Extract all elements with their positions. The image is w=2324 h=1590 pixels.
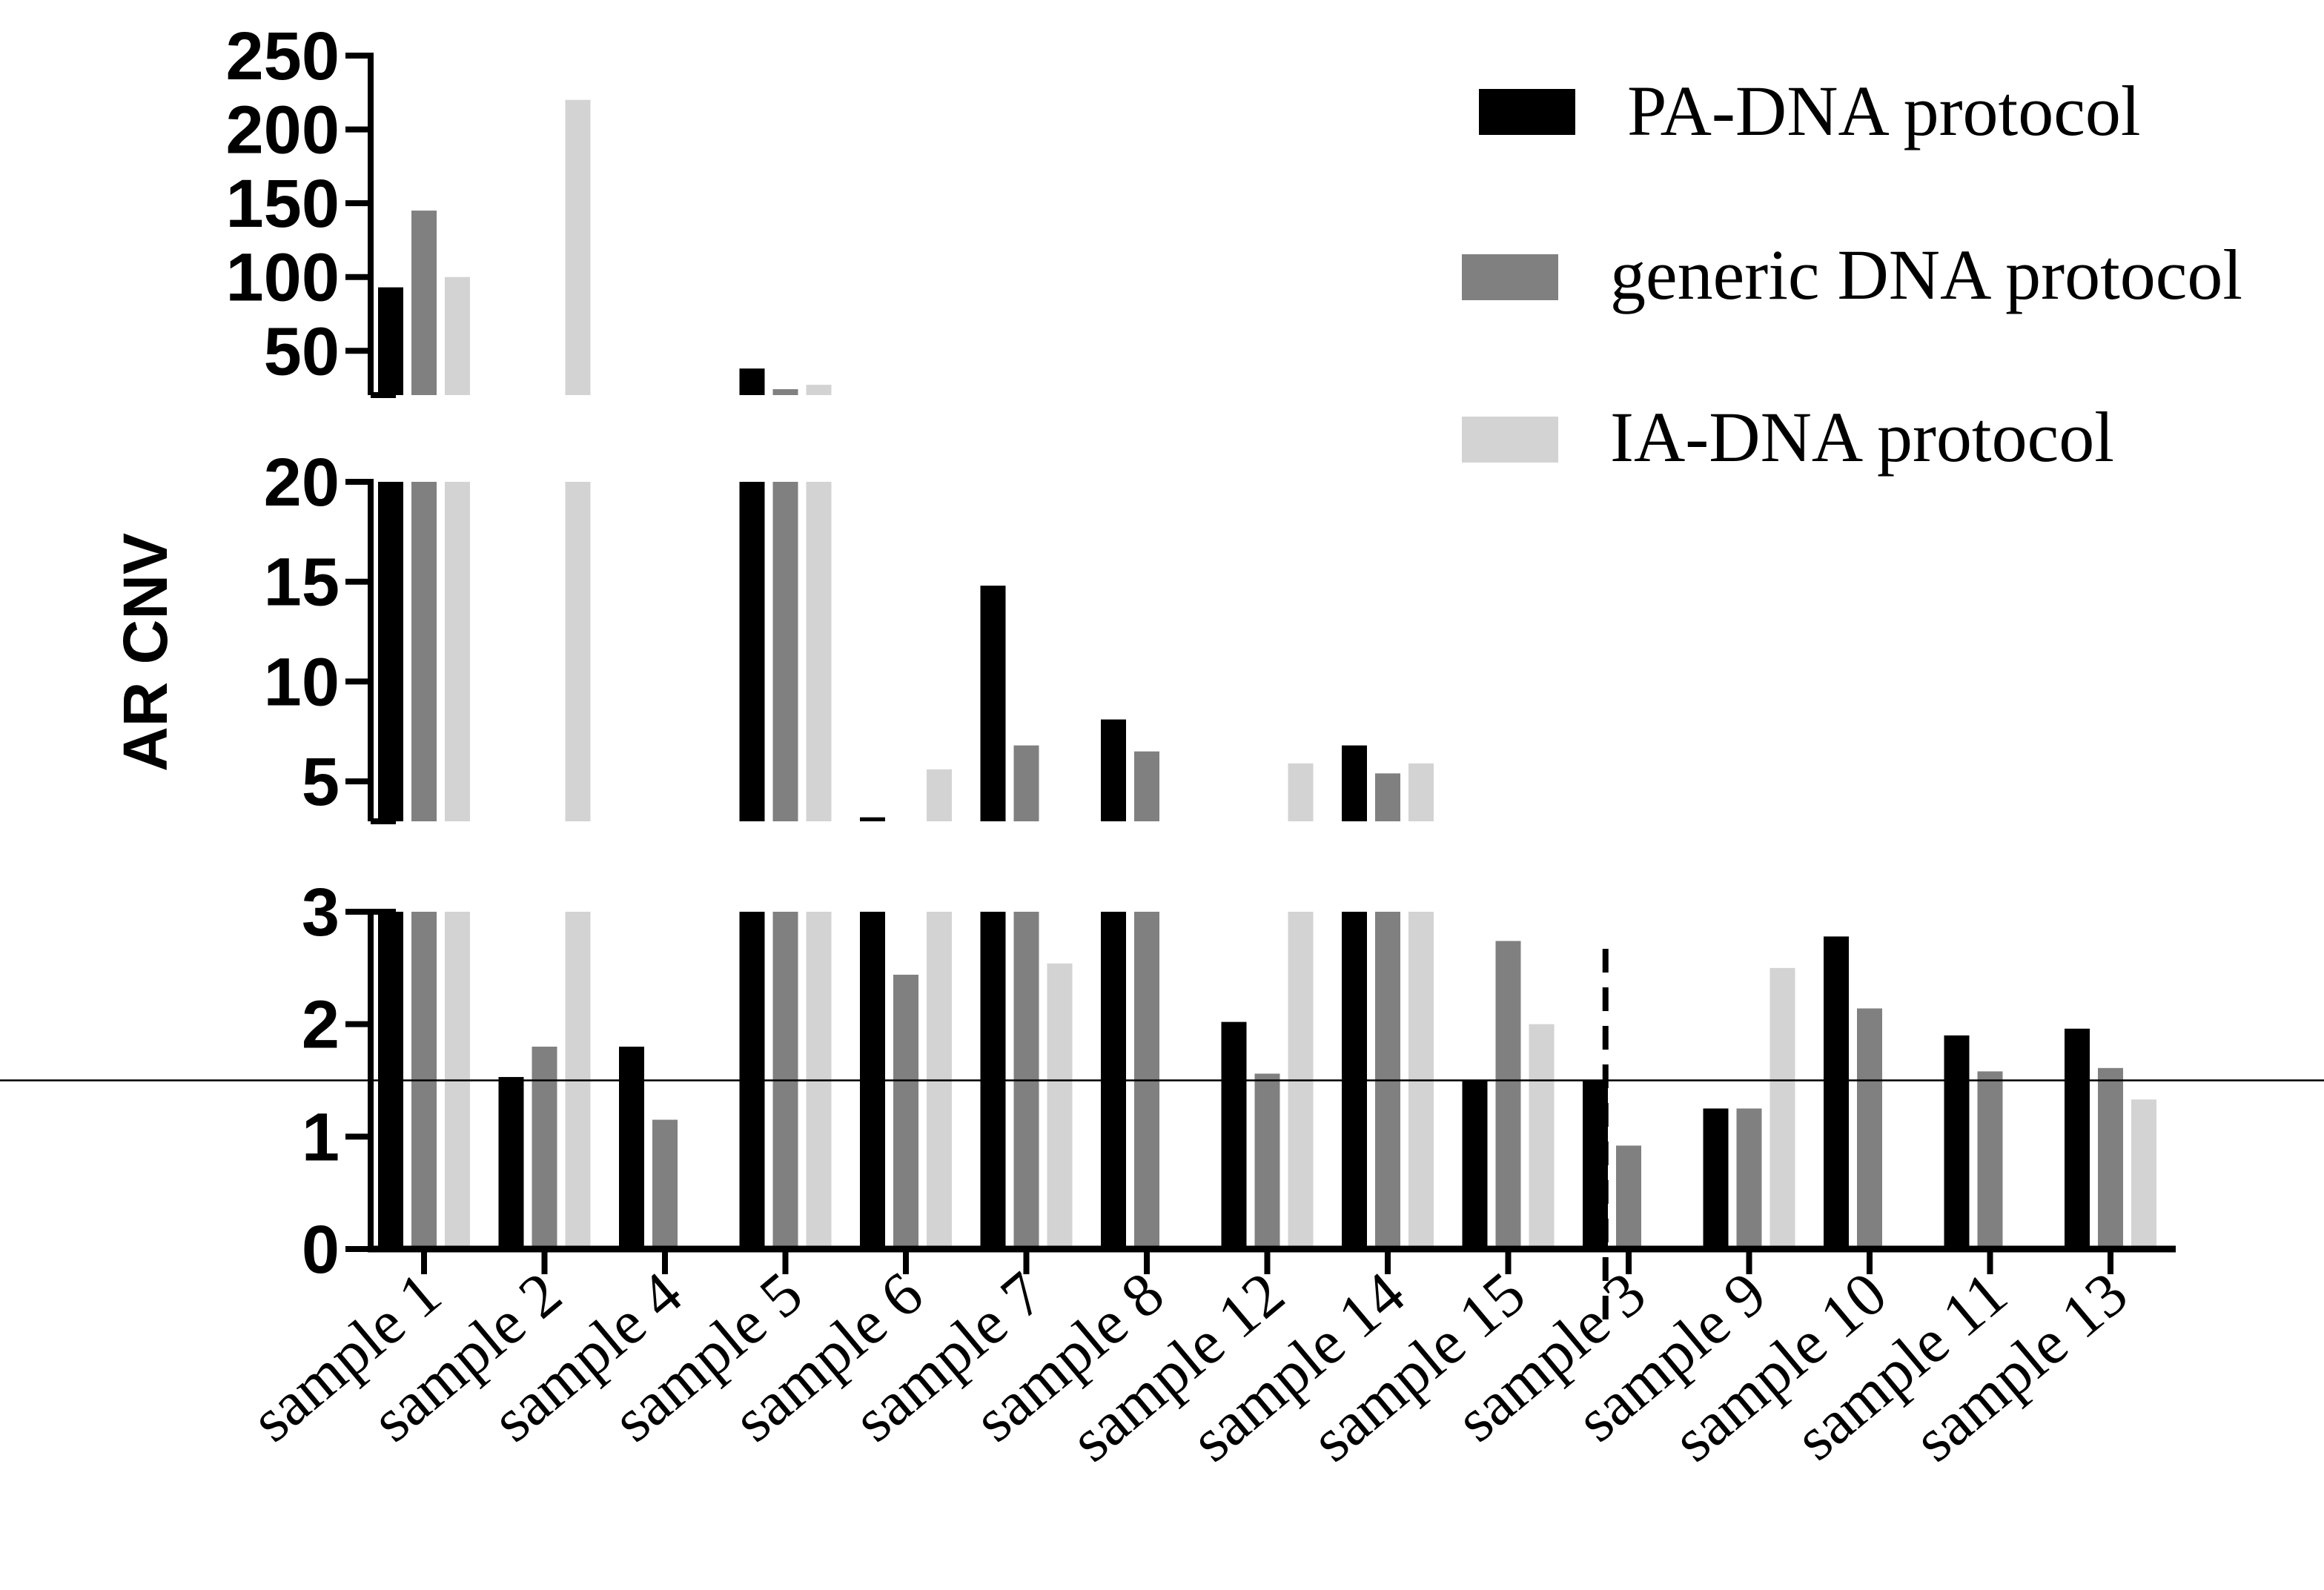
bar-sample-14-s1-middle	[1342, 745, 1367, 821]
bar-sample-6-s3-middle	[927, 769, 952, 821]
bar-sample-7-s1-middle	[980, 586, 1006, 821]
y-tick-label: 250	[226, 19, 340, 94]
y-tick-label: 10	[264, 644, 340, 720]
bar-sample-5-s1-upper	[739, 368, 765, 395]
legend-swatch-2	[1462, 254, 1558, 300]
bar-sample-6-s1-middle	[860, 817, 885, 821]
bar-sample-1-s1-upper	[378, 287, 403, 395]
bar-sample-15-s3-lower	[1529, 1024, 1555, 1249]
bar-sample-15-s2-lower	[1495, 941, 1521, 1249]
y-tick-label: 2	[302, 987, 340, 1063]
y-tick-label: 5	[302, 744, 340, 820]
y-tick-label: 0	[302, 1212, 340, 1288]
y-tick-label: 3	[302, 875, 340, 950]
bar-sample-2-s2-lower	[532, 1047, 557, 1249]
bar-sample-2-s3-middle	[565, 482, 591, 821]
legend-swatch-3	[1462, 417, 1558, 463]
bar-sample-13-s3-lower	[2131, 1099, 2156, 1249]
y-tick-label: 1	[302, 1099, 340, 1175]
bar-sample-4-s2-lower	[652, 1119, 678, 1249]
bar-sample-11-s1-lower	[1944, 1035, 1970, 1249]
bar-sample-15-s1-lower	[1462, 1080, 1488, 1249]
y-tick-label: 50	[264, 314, 340, 389]
legend-swatch-1	[1479, 89, 1575, 135]
y-axis-label: AR CNV	[110, 533, 180, 772]
y-tick-label: 200	[226, 93, 340, 168]
bar-sample-5-s2-upper	[772, 389, 798, 395]
bar-sample-7-s2-middle	[1013, 745, 1039, 821]
y-tick-label: 100	[226, 240, 340, 316]
bar-sample-10-s1-lower	[1824, 936, 1849, 1249]
bar-sample-9-s1-lower	[1703, 1108, 1729, 1249]
axes-layer	[0, 53, 2324, 1327]
y-tick-label: 150	[226, 166, 340, 242]
bar-sample-6-s2-lower	[893, 974, 918, 1249]
bar-sample-11-s2-lower	[1977, 1071, 2003, 1249]
y-tick-label: 15	[264, 545, 340, 620]
bar-sample-12-s2-lower	[1254, 1073, 1280, 1249]
bar-sample-2-s1-lower	[498, 1076, 524, 1249]
bar-sample-12-s3-middle	[1288, 763, 1314, 821]
bar-sample-7-s3-lower	[1047, 963, 1073, 1249]
bar-sample-1-s2-upper	[411, 211, 437, 395]
bar-sample-1-s3-middle	[445, 482, 470, 821]
bar-sample-9-s2-lower	[1736, 1108, 1762, 1249]
bar-sample-8-s2-middle	[1134, 751, 1159, 821]
y-tick-label: 20	[264, 445, 340, 520]
bar-sample-1-s2-middle	[411, 482, 437, 821]
bar-sample-3-s2-lower	[1616, 1145, 1641, 1249]
bar-sample-1-s3-upper	[445, 276, 470, 395]
bar-sample-4-s1-lower	[619, 1047, 644, 1249]
bar-sample-9-s3-lower	[1770, 967, 1795, 1249]
legend: PA-DNA protocol generic DNA protocol IA-DN…	[1462, 71, 2242, 477]
bar-sample-13-s1-lower	[2065, 1028, 2090, 1249]
bar-sample-14-s3-middle	[1408, 763, 1434, 821]
legend-label-2: generic DNA protocol	[1610, 235, 2242, 314]
bar-sample-13-s2-lower	[2098, 1067, 2123, 1249]
bars-layer	[378, 99, 2156, 1249]
bar-sample-2-s3-upper	[565, 99, 591, 395]
bar-sample-8-s1-middle	[1101, 719, 1126, 821]
legend-label-1: PA-DNA protocol	[1627, 71, 2140, 150]
bar-sample-5-s1-middle	[739, 482, 765, 821]
bar-sample-5-s3-middle	[806, 482, 832, 821]
bar-sample-5-s3-upper	[806, 385, 832, 395]
bar-sample-10-s2-lower	[1857, 1008, 1882, 1249]
bar-sample-12-s1-lower	[1221, 1021, 1247, 1249]
bar-sample-1-s1-middle	[378, 482, 403, 821]
legend-label-3: IA-DNA protocol	[1610, 397, 2114, 477]
bar-sample-14-s2-middle	[1375, 773, 1400, 821]
bar-sample-5-s2-middle	[772, 482, 798, 821]
